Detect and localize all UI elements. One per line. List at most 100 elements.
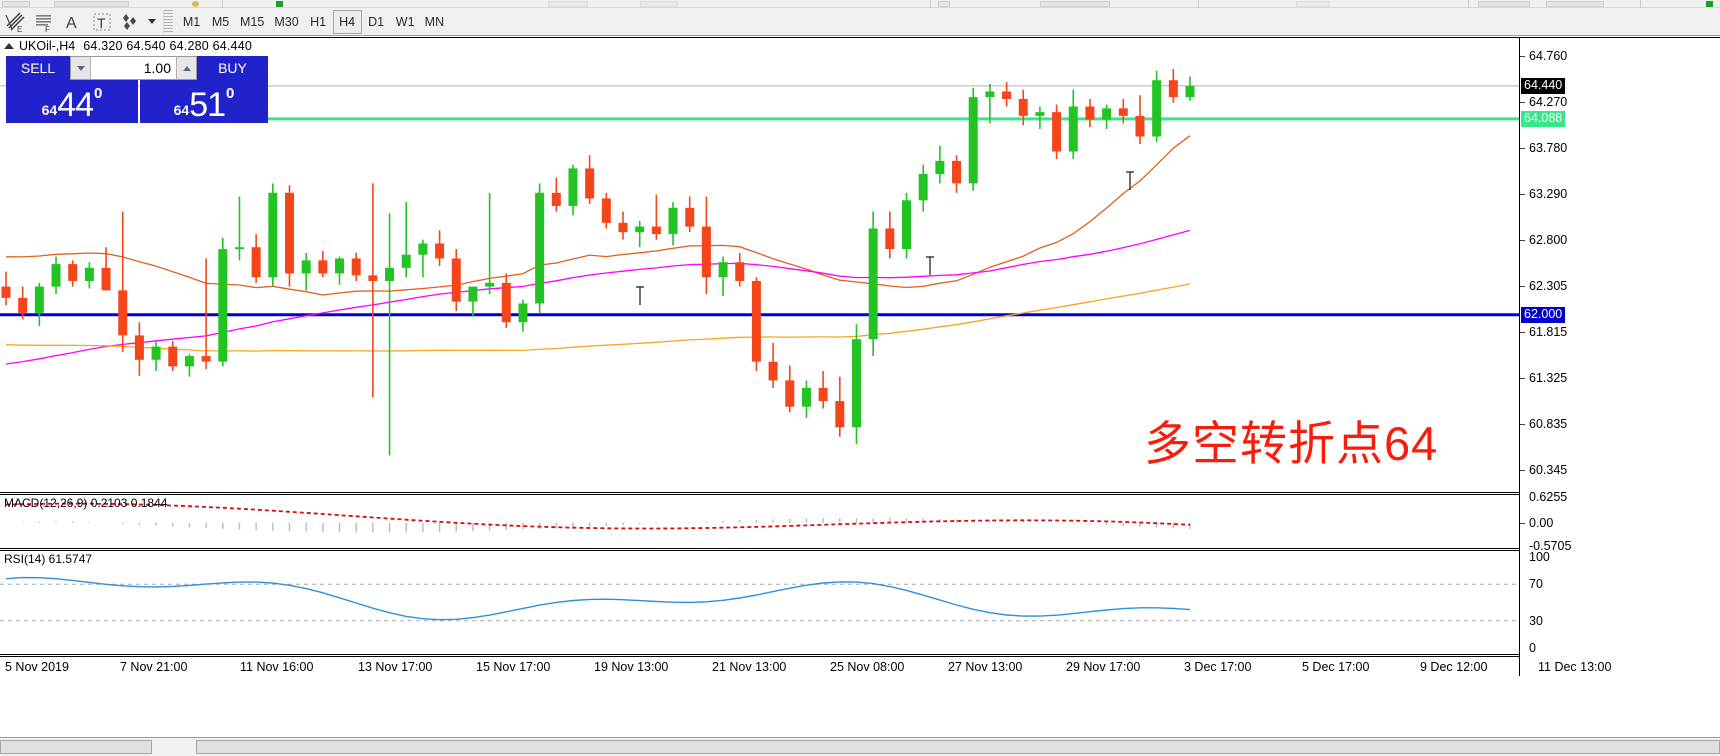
text-label-icon[interactable]: A [58, 9, 87, 35]
timeframe-button-h4[interactable]: H4 [332, 9, 362, 34]
timeframe-group: M1 M5 M15 M30 H1 H4 D1 W1 MN [177, 9, 449, 34]
time-tick-label: 5 Dec 17:00 [1302, 660, 1370, 674]
price-tick [1520, 286, 1525, 288]
timeframe-button-h1[interactable]: H1 [310, 14, 327, 29]
toolbar-divider [930, 0, 931, 8]
timeframe-button-m1[interactable]: M1 [182, 14, 201, 29]
toolbar-chunk[interactable] [938, 1, 950, 7]
green-square-icon[interactable] [1706, 1, 1713, 7]
green-square-icon[interactable] [276, 1, 283, 7]
rsi-pane[interactable]: RSI(14) 61.5747 [0, 550, 1520, 655]
volume-input[interactable]: 1.00 [91, 57, 176, 79]
fibo-expansion-icon[interactable]: E [0, 9, 29, 35]
rsi-scale: 100 70 30 0 [1520, 550, 1720, 655]
macd-tick-label: 0.6255 [1529, 490, 1568, 505]
macd-main-line [5, 502, 1191, 530]
objects-list-icon[interactable] [116, 9, 145, 35]
chevron-down-icon[interactable] [145, 9, 159, 35]
toolbar-divider [1468, 0, 1469, 8]
ma-mid-line [5, 229, 1191, 365]
price-scale[interactable]: 64.760 64.270 63.780 63.290 62.800 62.305 61.8… [1520, 38, 1720, 493]
timeframe-button-m30[interactable]: M30 [274, 14, 299, 29]
sell-price-box[interactable]: 64 44 0 [6, 80, 138, 123]
gold-dot-icon[interactable] [192, 1, 199, 7]
price-tick-label: 61.325 [1529, 371, 1568, 386]
toolbar-divider [222, 0, 223, 8]
time-tick-label: 11 Nov 16:00 [240, 660, 314, 674]
sell-button[interactable]: SELL [6, 56, 70, 80]
macd-tick-label: -0.5705 [1529, 538, 1572, 553]
svg-text:T: T [97, 15, 106, 31]
toolbar-chunk[interactable] [1478, 1, 1530, 7]
price-tag-last: 64.440 [1521, 77, 1566, 94]
symbol-period-label: UKOil-,H4 [19, 39, 76, 53]
toolbar-grip[interactable] [163, 9, 173, 34]
fibo-grid-icon[interactable]: F [29, 9, 58, 35]
time-tick-label: 21 Nov 13:00 [712, 660, 787, 674]
toolbar-chunk[interactable] [640, 1, 678, 7]
price-tick [1520, 424, 1525, 426]
volume-stepper[interactable]: 1.00 [70, 56, 197, 80]
buy-button[interactable]: BUY [197, 56, 268, 80]
price-tick-label: 64.270 [1529, 94, 1568, 109]
rsi-label: RSI(14) 61.5747 [4, 552, 93, 566]
buy-price-prefix: 64 [173, 102, 190, 118]
toolbar-chunk[interactable] [1546, 1, 1604, 7]
time-tick-label: 7 Nov 21:00 [120, 660, 188, 674]
toolbar-divider [1198, 0, 1199, 8]
macd-label: MACD(12,26,9) 0.2103 0.1844 [4, 496, 168, 510]
chart-header: UKOil-,H4 64.320 64.540 64.280 64.440 [0, 38, 252, 54]
price-tick-label: 64.760 [1529, 48, 1568, 63]
price-tick [1520, 332, 1525, 334]
price-tag-blue: 62.000 [1521, 306, 1566, 323]
timeframe-button-d1[interactable]: D1 [368, 14, 385, 29]
sell-price-prefix: 64 [41, 102, 58, 118]
rsi-line [5, 576, 1191, 621]
candlestick-series [1, 68, 1195, 456]
collapse-triangle-icon[interactable] [4, 43, 14, 49]
time-axis[interactable]: 5 Nov 2019 7 Nov 21:00 11 Nov 16:00 13 Nov … [0, 656, 1611, 676]
toolbar-chunk[interactable] [1040, 1, 1110, 7]
toolbar-divider [1640, 0, 1641, 8]
price-tag-green: 64.088 [1521, 110, 1566, 127]
price-tick-label: 62.305 [1529, 279, 1568, 294]
volume-increment-button[interactable] [176, 57, 196, 79]
time-tick-label: 27 Nov 13:00 [948, 660, 1023, 674]
scrollbar-thumb-left[interactable] [0, 740, 152, 754]
scale-divider [1519, 38, 1520, 676]
trade-controls-row: SELL 1.00 BUY [6, 56, 268, 80]
timeframe-button-m15[interactable]: M15 [240, 14, 265, 29]
time-tick-label: 13 Nov 17:00 [358, 660, 433, 674]
time-tick-label: 11 Dec 13:00 [1538, 660, 1612, 674]
price-tick [1520, 193, 1525, 195]
toolbar-chunk[interactable] [54, 1, 129, 7]
price-tick-label: 63.290 [1529, 186, 1568, 201]
macd-tick-label: 0.00 [1529, 515, 1554, 530]
price-tick [1520, 101, 1525, 103]
volume-decrement-button[interactable] [71, 57, 91, 79]
trade-prices-row: 64 44 0 64 51 0 [6, 80, 268, 123]
time-tick-label: 19 Nov 13:00 [594, 660, 669, 674]
chart-annotation-text: 多空转折点64 [1144, 417, 1439, 470]
chart-horizontal-scrollbar[interactable] [0, 737, 1720, 756]
price-tick-label: 60.835 [1529, 417, 1568, 432]
toolbar-chunk[interactable] [548, 1, 588, 7]
price-tick [1520, 147, 1525, 149]
buy-price-box[interactable]: 64 51 0 [140, 80, 268, 123]
timeframe-button-mn[interactable]: MN [424, 14, 445, 29]
price-tick [1520, 470, 1525, 471]
time-tick-label: 5 Nov 2019 [5, 660, 69, 674]
toolbar-chunk[interactable] [1296, 1, 1330, 7]
time-tick-label: 25 Nov 08:00 [830, 660, 905, 674]
timeframe-button-w1[interactable]: W1 [395, 14, 415, 29]
rsi-tick-label: 0 [1529, 641, 1536, 655]
macd-pane[interactable]: MACD(12,26,9) 0.2103 0.1844 [0, 494, 1520, 549]
scrollbar-thumb-main[interactable] [196, 740, 1720, 754]
text-object-icon[interactable]: T [87, 9, 116, 35]
toolbar-chunk[interactable] [2, 1, 30, 7]
timeframe-button-m5[interactable]: M5 [211, 14, 230, 29]
price-tick-label: 61.815 [1529, 325, 1568, 340]
buy-price-fraction: 0 [226, 85, 235, 102]
rsi-tick-label: 70 [1529, 577, 1543, 592]
time-tick-label: 3 Dec 17:00 [1184, 660, 1252, 674]
